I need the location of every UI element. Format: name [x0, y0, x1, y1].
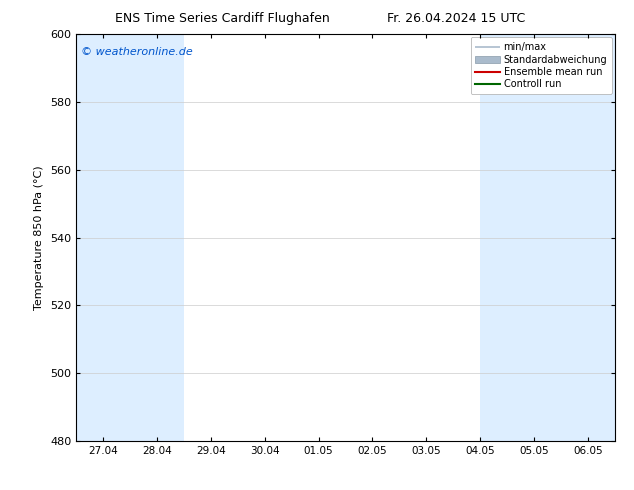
Text: Fr. 26.04.2024 15 UTC: Fr. 26.04.2024 15 UTC	[387, 12, 526, 25]
Text: © weatheronline.de: © weatheronline.de	[81, 47, 193, 56]
Y-axis label: Temperature 850 hPa (°C): Temperature 850 hPa (°C)	[34, 165, 44, 310]
Bar	[130, 34, 184, 441]
Text: ENS Time Series Cardiff Flughafen: ENS Time Series Cardiff Flughafen	[115, 12, 329, 25]
Bar	[481, 34, 534, 441]
Bar	[534, 34, 615, 441]
Bar	[76, 34, 130, 441]
Legend: min/max, Standardabweichung, Ensemble mean run, Controll run: min/max, Standardabweichung, Ensemble me…	[470, 37, 612, 94]
